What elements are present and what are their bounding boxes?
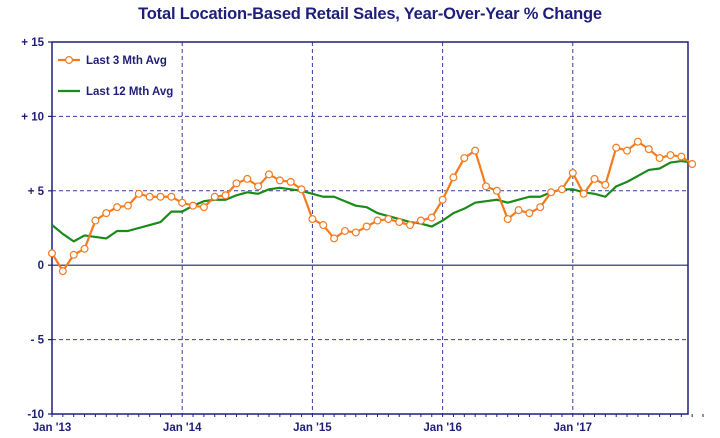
series-line-last-3-mth-avg — [51, 140, 693, 273]
data-point-last-3-mth-avg — [568, 168, 577, 177]
data-point-last-3-mth-avg — [199, 203, 208, 212]
data-point-last-3-mth-avg — [525, 209, 534, 218]
data-point-last-3-mth-avg — [145, 192, 154, 201]
data-point-last-3-mth-avg — [91, 216, 100, 225]
data-point-last-3-mth-avg — [80, 244, 89, 253]
data-point-last-3-mth-avg — [340, 226, 349, 235]
data-point-last-3-mth-avg — [210, 192, 219, 201]
x-tick-label: Jan '16 — [423, 422, 462, 434]
data-point-last-3-mth-avg — [449, 173, 458, 182]
data-point-last-3-mth-avg — [102, 209, 111, 218]
x-tick-label: Jan '17 — [554, 422, 593, 434]
series-lines — [47, 137, 697, 276]
data-point-last-3-mth-avg — [319, 221, 328, 230]
y-tick-label: + 5 — [28, 186, 45, 198]
x-axis-ticks: Jan '13 Jan '14 Jan '15 Jan '16 Jan '17 — [33, 414, 704, 434]
data-point-last-3-mth-avg — [384, 215, 393, 224]
data-point-last-3-mth-avg — [579, 189, 588, 198]
data-point-last-3-mth-avg — [265, 170, 274, 179]
x-tick-label: Jan '15 — [293, 422, 332, 434]
legend: Last 3 Mth Avg Last 12 Mth Avg — [58, 55, 173, 98]
data-point-last-3-mth-avg — [221, 191, 230, 200]
data-point-last-3-mth-avg — [123, 201, 132, 210]
chart-title: Total Location-Based Retail Sales, Year-… — [138, 5, 602, 23]
data-point-last-3-mth-avg — [677, 152, 686, 161]
data-point-last-3-mth-avg — [514, 206, 523, 215]
data-point-last-3-mth-avg — [156, 192, 165, 201]
data-point-last-3-mth-avg — [503, 215, 512, 224]
data-point-last-3-mth-avg — [492, 186, 501, 195]
data-point-last-3-mth-avg — [232, 179, 241, 188]
data-point-last-3-mth-avg — [536, 203, 545, 212]
data-point-last-3-mth-avg — [297, 185, 306, 194]
data-point-last-3-mth-avg — [416, 216, 425, 225]
data-point-last-3-mth-avg — [395, 218, 404, 227]
data-point-last-3-mth-avg — [623, 146, 632, 155]
x-tick-label: Jan '14 — [163, 422, 202, 434]
data-point-last-3-mth-avg — [330, 234, 339, 243]
data-point-last-3-mth-avg — [460, 154, 469, 163]
data-point-last-3-mth-avg — [427, 213, 436, 222]
data-point-last-3-mth-avg — [601, 180, 610, 189]
data-point-last-3-mth-avg — [482, 182, 491, 191]
data-point-last-3-mth-avg — [243, 174, 252, 183]
data-point-last-3-mth-avg — [69, 250, 78, 259]
data-point-last-3-mth-avg — [688, 160, 697, 169]
gridlines — [52, 42, 688, 414]
data-point-last-3-mth-avg — [167, 192, 176, 201]
x-tick-label: Jan '13 — [33, 422, 72, 434]
data-point-last-3-mth-avg — [308, 215, 317, 224]
data-point-last-3-mth-avg — [373, 216, 382, 225]
plot-frame — [51, 41, 689, 415]
data-point-last-3-mth-avg — [644, 145, 653, 154]
data-point-last-3-mth-avg — [58, 267, 67, 276]
data-point-last-3-mth-avg — [275, 176, 284, 185]
data-point-last-3-mth-avg — [406, 221, 415, 230]
y-tick-label: 0 — [38, 260, 44, 272]
legend-marker-last-3-mth-avg — [64, 55, 73, 64]
data-point-last-3-mth-avg — [438, 195, 447, 204]
legend-label-last-12-mth-avg: Last 12 Mth Avg — [86, 86, 173, 98]
y-tick-label: - 5 — [31, 335, 45, 347]
data-point-last-3-mth-avg — [113, 203, 122, 212]
legend-label-last-3-mth-avg: Last 3 Mth Avg — [86, 55, 167, 67]
data-point-last-3-mth-avg — [362, 222, 371, 231]
y-tick-label: + 10 — [21, 111, 44, 123]
data-point-last-3-mth-avg — [655, 154, 664, 163]
data-point-last-3-mth-avg — [47, 249, 56, 258]
data-point-last-3-mth-avg — [286, 177, 295, 186]
data-point-last-3-mth-avg — [633, 137, 642, 146]
data-point-last-3-mth-avg — [590, 174, 599, 183]
data-point-last-3-mth-avg — [471, 146, 480, 155]
data-point-last-3-mth-avg — [189, 201, 198, 210]
y-tick-label: + 15 — [21, 37, 44, 49]
data-point-last-3-mth-avg — [178, 198, 187, 207]
series-line-last-12-mth-avg — [51, 159, 693, 243]
y-tick-label: -10 — [27, 409, 44, 421]
data-point-last-3-mth-avg — [612, 143, 621, 152]
y-axis-ticks: + 15 + 10 + 5 0 - 5 -10 — [21, 37, 52, 421]
data-point-last-3-mth-avg — [254, 182, 263, 191]
data-point-last-3-mth-avg — [134, 189, 143, 198]
data-point-last-3-mth-avg — [666, 151, 675, 160]
data-point-last-3-mth-avg — [557, 185, 566, 194]
data-point-last-3-mth-avg — [547, 188, 556, 197]
data-point-last-3-mth-avg — [351, 228, 360, 237]
